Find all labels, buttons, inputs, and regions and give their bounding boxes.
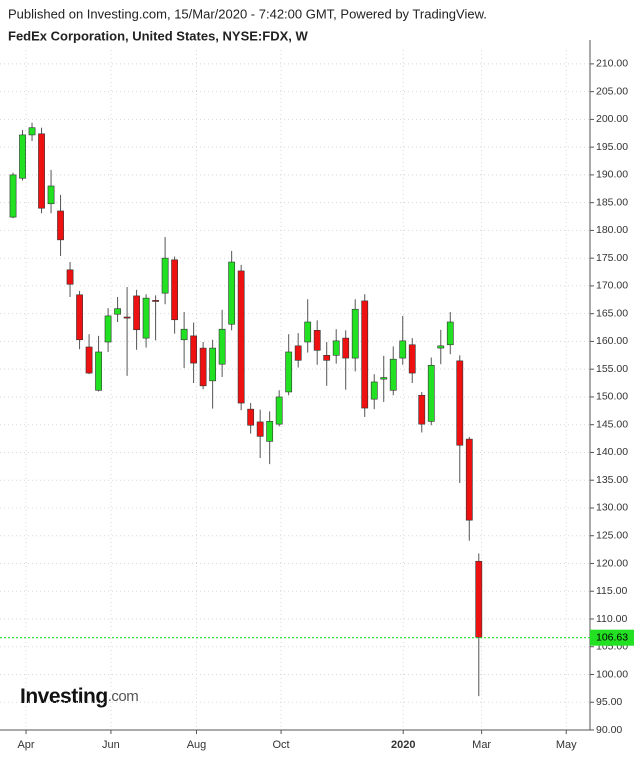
y-tick-label: 210.00 bbox=[596, 58, 628, 70]
y-tick-label: 145.00 bbox=[596, 418, 628, 430]
candle-body bbox=[76, 294, 83, 341]
y-tick-label: 200.00 bbox=[596, 113, 628, 125]
y-tick-label: 125.00 bbox=[596, 529, 628, 541]
candle-body bbox=[351, 308, 359, 359]
candle-body bbox=[427, 364, 435, 422]
candle-body bbox=[28, 127, 36, 136]
candle-body bbox=[304, 321, 312, 343]
candle-body bbox=[66, 269, 74, 285]
y-tick-label: 115.00 bbox=[596, 585, 627, 597]
x-tick-label: Oct bbox=[273, 739, 290, 751]
candle-body bbox=[408, 344, 416, 374]
candle-body bbox=[332, 340, 340, 356]
candle-body bbox=[209, 347, 217, 382]
grid bbox=[0, 50, 590, 731]
candle-body bbox=[237, 270, 245, 404]
y-tick-label: 175.00 bbox=[596, 252, 628, 264]
candle-body bbox=[114, 308, 121, 315]
y-tick-label: 110.00 bbox=[596, 613, 627, 625]
candle-body bbox=[228, 261, 236, 325]
y-tick-label: 190.00 bbox=[596, 169, 628, 181]
last-price-box bbox=[590, 629, 634, 646]
candle-body bbox=[475, 560, 483, 638]
y-tick-label: 180.00 bbox=[596, 224, 628, 236]
candle-body bbox=[133, 295, 140, 331]
candle-body bbox=[370, 381, 378, 400]
candle-body bbox=[104, 315, 112, 343]
candle-body bbox=[342, 337, 350, 359]
y-tick-label: 120.00 bbox=[596, 557, 628, 569]
y-tick-label: 135.00 bbox=[596, 474, 628, 486]
candle-body bbox=[275, 396, 283, 425]
y-tick-label: 140.00 bbox=[596, 446, 628, 458]
candle-body bbox=[380, 377, 388, 380]
y-tick-label: 90.00 bbox=[596, 724, 622, 736]
candle-body bbox=[123, 316, 131, 319]
candle-body bbox=[152, 300, 159, 302]
candle-body bbox=[47, 185, 55, 205]
x-tick-label: May bbox=[556, 739, 577, 751]
x-tick-label: 2020 bbox=[391, 739, 415, 751]
candle-body bbox=[180, 328, 188, 341]
candle-body bbox=[456, 360, 464, 446]
x-tick-label: Jun bbox=[102, 739, 120, 751]
y-tick-label: 205.00 bbox=[596, 85, 628, 97]
y-tick-label: 100.00 bbox=[596, 668, 628, 680]
candle-body bbox=[256, 421, 264, 437]
candle-body bbox=[389, 358, 397, 391]
y-tick-label: 150.00 bbox=[596, 391, 628, 403]
candle-body bbox=[399, 340, 407, 359]
chart-title: FedEx Corporation, United States, NYSE:F… bbox=[8, 28, 308, 43]
y-tick-label: 170.00 bbox=[596, 280, 628, 292]
candle-body bbox=[465, 438, 473, 521]
y-tick-label: 155.00 bbox=[596, 363, 628, 375]
x-tick-label: Apr bbox=[17, 739, 34, 751]
candle-body bbox=[38, 133, 45, 209]
candle-body bbox=[199, 347, 207, 387]
marks bbox=[9, 122, 483, 697]
candle-body bbox=[9, 174, 17, 218]
candle-body bbox=[323, 355, 331, 361]
header: Published on Investing.com, 15/Mar/2020 … bbox=[8, 6, 487, 21]
candle-body bbox=[418, 394, 426, 425]
logo: Investing.com bbox=[20, 685, 139, 708]
y-tick-label: 195.00 bbox=[596, 141, 628, 153]
logo-suffix: .com bbox=[108, 688, 139, 705]
logo-text: Investing.com bbox=[20, 685, 138, 708]
y-tick-label: 130.00 bbox=[596, 502, 628, 514]
y-tick-label: 95.00 bbox=[596, 696, 622, 708]
candle-body bbox=[437, 345, 445, 349]
candle-body bbox=[294, 345, 302, 361]
candle-body bbox=[19, 134, 26, 179]
candle-body bbox=[171, 259, 179, 321]
candle-body bbox=[313, 330, 321, 351]
y-tick-label: 160.00 bbox=[596, 335, 628, 347]
candle-body bbox=[85, 346, 93, 374]
last-price-label: 106.63 bbox=[596, 631, 628, 643]
candle-body bbox=[57, 210, 64, 241]
candle-body bbox=[142, 297, 150, 339]
candle-body bbox=[446, 321, 454, 346]
logo-name: Investing bbox=[20, 685, 108, 708]
candle-body bbox=[266, 421, 274, 442]
candle-body bbox=[247, 408, 255, 426]
candle-body bbox=[95, 351, 102, 391]
candle-body bbox=[218, 328, 226, 365]
candle-body bbox=[285, 351, 293, 393]
candle-body bbox=[190, 335, 198, 364]
candle-body bbox=[361, 300, 369, 409]
y-tick-label: 165.00 bbox=[596, 307, 628, 319]
x-tick-label: Mar bbox=[472, 739, 491, 751]
candle-body bbox=[161, 257, 169, 294]
x-tick-label: Aug bbox=[187, 739, 207, 751]
y-tick-label: 185.00 bbox=[596, 196, 628, 208]
